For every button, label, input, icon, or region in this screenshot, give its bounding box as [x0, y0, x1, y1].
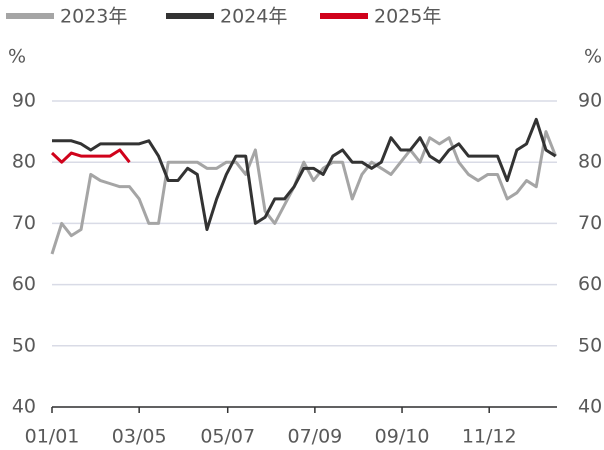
legend-label: 2023年	[60, 6, 127, 28]
x-tick-label: 09/10	[375, 426, 430, 448]
x-tick-label: 03/05	[112, 426, 167, 448]
y-tick-label: 40	[12, 396, 36, 418]
y-tick-label: 90	[12, 90, 36, 112]
y2-tick-label: 80	[578, 151, 602, 173]
y-tick-label: 70	[12, 212, 36, 234]
series-line	[50, 130, 558, 255]
legend-label: 2025年	[374, 6, 441, 28]
x-tick-label: 11/12	[462, 426, 517, 448]
x-tick-label: 01/01	[25, 426, 80, 448]
y2-tick-label: 40	[578, 396, 602, 418]
y2-tick-label: 90	[578, 90, 602, 112]
y2-tick-label: 50	[578, 334, 602, 356]
y-tick-label: 50	[12, 334, 36, 356]
x-tick-label: 05/07	[200, 426, 255, 448]
y-tick-label: 80	[12, 151, 36, 173]
y-unit: %	[8, 46, 26, 68]
series-line	[50, 148, 131, 164]
series-line	[52, 117, 557, 232]
y2-tick-label: 60	[578, 273, 602, 295]
y-tick-label: 60	[12, 273, 36, 295]
legend-label: 2024年	[220, 6, 287, 28]
y2-tick-label: 70	[578, 212, 602, 234]
x-tick-label: 07/09	[287, 426, 342, 448]
y2-unit: %	[584, 46, 602, 68]
